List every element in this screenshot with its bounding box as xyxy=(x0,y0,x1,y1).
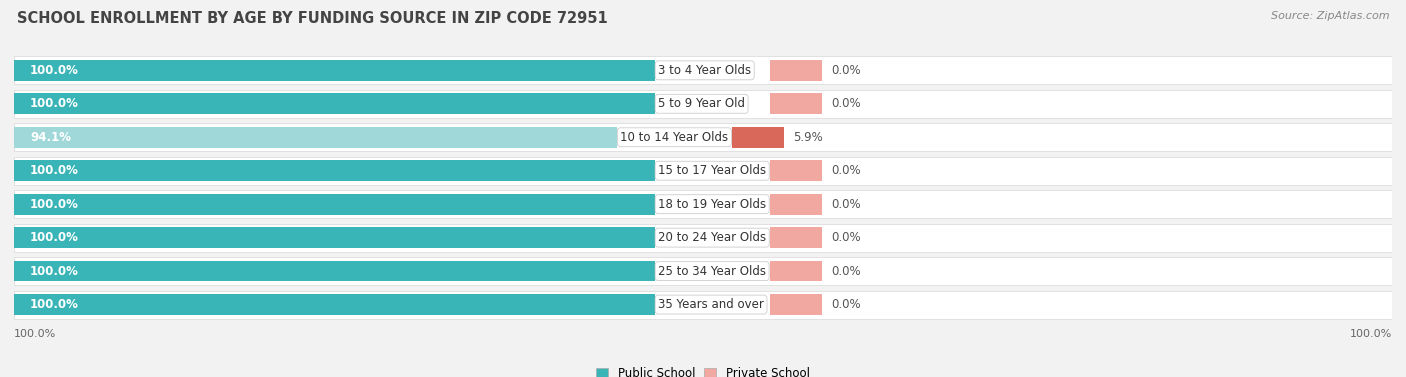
Bar xyxy=(14,160,655,181)
Bar xyxy=(14,93,655,114)
Bar xyxy=(770,160,821,181)
Bar xyxy=(14,261,655,282)
Text: 100.0%: 100.0% xyxy=(30,298,79,311)
Text: 0.0%: 0.0% xyxy=(831,265,860,277)
Text: 20 to 24 Year Olds: 20 to 24 Year Olds xyxy=(658,231,766,244)
Text: 3 to 4 Year Olds: 3 to 4 Year Olds xyxy=(658,64,751,77)
Bar xyxy=(14,190,1392,218)
Bar xyxy=(14,127,617,148)
Text: 0.0%: 0.0% xyxy=(831,298,860,311)
Text: 35 Years and over: 35 Years and over xyxy=(658,298,763,311)
Bar xyxy=(770,294,821,315)
Bar xyxy=(14,227,655,248)
Text: 15 to 17 Year Olds: 15 to 17 Year Olds xyxy=(658,164,766,177)
Text: 100.0%: 100.0% xyxy=(1350,329,1392,339)
Text: 0.0%: 0.0% xyxy=(831,164,860,177)
Text: SCHOOL ENROLLMENT BY AGE BY FUNDING SOURCE IN ZIP CODE 72951: SCHOOL ENROLLMENT BY AGE BY FUNDING SOUR… xyxy=(17,11,607,26)
Text: 100.0%: 100.0% xyxy=(30,265,79,277)
Text: 100.0%: 100.0% xyxy=(30,164,79,177)
Bar xyxy=(14,90,1392,118)
Bar xyxy=(14,60,655,81)
Text: 100.0%: 100.0% xyxy=(30,97,79,110)
Text: 5.9%: 5.9% xyxy=(793,131,823,144)
Text: 25 to 34 Year Olds: 25 to 34 Year Olds xyxy=(658,265,766,277)
Bar xyxy=(770,261,821,282)
Legend: Public School, Private School: Public School, Private School xyxy=(592,362,814,377)
Bar xyxy=(770,227,821,248)
Bar xyxy=(770,93,821,114)
Bar xyxy=(733,127,783,148)
Text: 5 to 9 Year Old: 5 to 9 Year Old xyxy=(658,97,745,110)
Bar xyxy=(14,291,1392,319)
Text: 100.0%: 100.0% xyxy=(30,231,79,244)
Bar xyxy=(14,56,1392,84)
Bar xyxy=(14,224,1392,252)
Text: 100.0%: 100.0% xyxy=(30,64,79,77)
Text: 0.0%: 0.0% xyxy=(831,231,860,244)
Text: 94.1%: 94.1% xyxy=(30,131,72,144)
Bar xyxy=(14,194,655,215)
Bar xyxy=(14,257,1392,285)
Text: 0.0%: 0.0% xyxy=(831,97,860,110)
Text: 100.0%: 100.0% xyxy=(14,329,56,339)
Text: 18 to 19 Year Olds: 18 to 19 Year Olds xyxy=(658,198,766,211)
Bar xyxy=(770,194,821,215)
Bar xyxy=(14,123,1392,151)
Bar xyxy=(14,157,1392,185)
Text: 10 to 14 Year Olds: 10 to 14 Year Olds xyxy=(620,131,728,144)
Text: 0.0%: 0.0% xyxy=(831,198,860,211)
Text: 100.0%: 100.0% xyxy=(30,198,79,211)
Bar xyxy=(770,60,821,81)
Bar xyxy=(14,294,655,315)
Text: 0.0%: 0.0% xyxy=(831,64,860,77)
Text: Source: ZipAtlas.com: Source: ZipAtlas.com xyxy=(1271,11,1389,21)
